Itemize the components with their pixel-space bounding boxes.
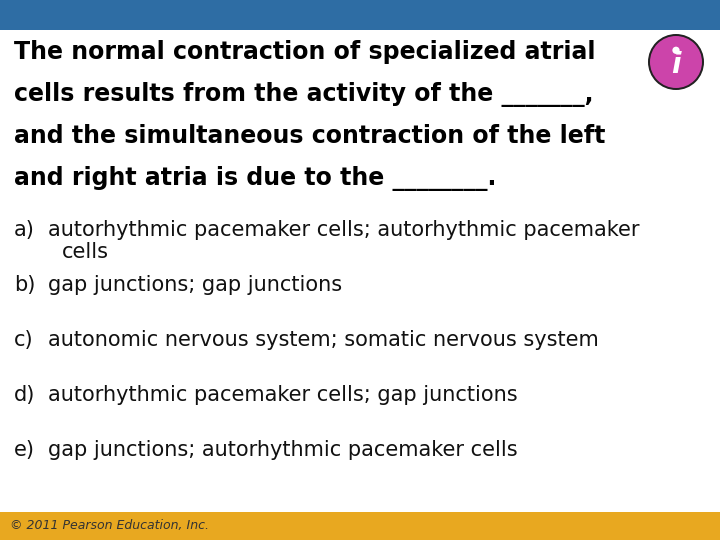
Text: c): c) (14, 330, 34, 350)
Bar (0, 0, 720, 30)
Circle shape (648, 34, 704, 90)
Circle shape (672, 46, 680, 54)
Text: and the simultaneous contraction of the left: and the simultaneous contraction of the … (14, 124, 606, 148)
Text: The normal contraction of specialized atrial: The normal contraction of specialized at… (14, 40, 595, 64)
Text: gap junctions; gap junctions: gap junctions; gap junctions (48, 275, 342, 295)
Bar (0, 512, 720, 540)
Text: e): e) (14, 440, 35, 460)
Text: b): b) (14, 275, 35, 295)
Text: autorhythmic pacemaker cells; gap junctions: autorhythmic pacemaker cells; gap juncti… (48, 385, 518, 405)
Text: and right atria is due to the ________.: and right atria is due to the ________. (14, 166, 521, 191)
Circle shape (650, 36, 702, 88)
Text: d): d) (14, 385, 35, 405)
Text: i: i (671, 51, 680, 79)
Text: autonomic nervous system; somatic nervous system: autonomic nervous system; somatic nervou… (48, 330, 599, 350)
Text: autorhythmic pacemaker cells; autorhythmic pacemaker: autorhythmic pacemaker cells; autorhythm… (48, 220, 639, 240)
Text: © 2011 Pearson Education, Inc.: © 2011 Pearson Education, Inc. (10, 519, 209, 532)
Text: gap junctions; autorhythmic pacemaker cells: gap junctions; autorhythmic pacemaker ce… (48, 440, 518, 460)
Text: a): a) (14, 220, 35, 240)
Text: cells results from the activity of the _______,: cells results from the activity of the _… (14, 82, 593, 107)
Text: cells: cells (62, 242, 109, 262)
